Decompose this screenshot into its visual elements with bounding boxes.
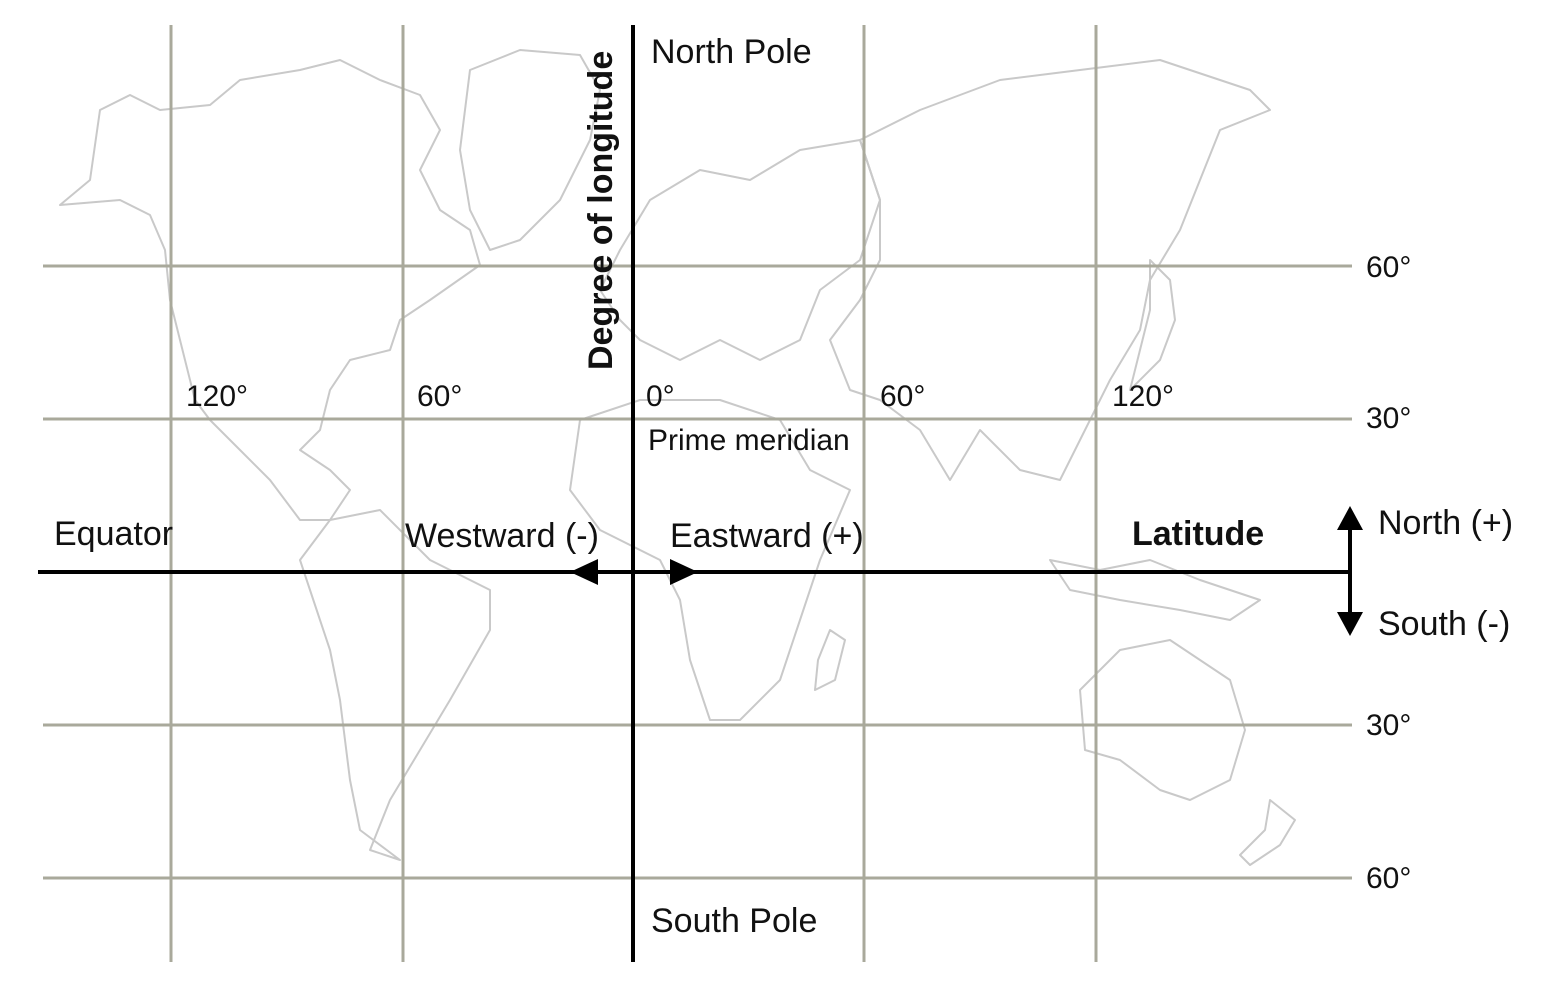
- graticule: [43, 25, 1352, 962]
- latitude-tick-label: 60°: [1366, 251, 1411, 284]
- north-pole-label: North Pole: [651, 33, 812, 71]
- latitude-tick-label: 30°: [1366, 402, 1411, 435]
- south-arrow-icon: [1337, 612, 1363, 636]
- westward-label: Westward (-): [405, 517, 599, 555]
- africa-outline: [569, 399, 851, 721]
- equator-label: Equator: [54, 515, 173, 553]
- westward-arrow-icon: [570, 559, 598, 585]
- japan-outline: [1129, 259, 1176, 391]
- north-arrow-icon: [1337, 506, 1363, 530]
- latitude-tick-label: 30°: [1366, 709, 1411, 742]
- degree-of-longitude-label: Degree of longitude: [582, 51, 620, 370]
- latitude-tick-label: 60°: [1366, 862, 1411, 895]
- prime-meridian-label: Prime meridian: [648, 424, 850, 457]
- south-america-outline: [299, 509, 491, 861]
- longitude-tick-label: 120°: [1112, 380, 1174, 413]
- north-positive-label: North (+): [1378, 504, 1513, 542]
- longitude-tick-label: 60°: [880, 380, 925, 413]
- latitude-label: Latitude: [1132, 515, 1264, 553]
- australia-outline: [1079, 639, 1246, 801]
- longitude-tick-label: 120°: [186, 380, 248, 413]
- south-pole-label: South Pole: [651, 902, 817, 940]
- longitude-tick-label: 60°: [417, 380, 462, 413]
- madagascar-outline: [814, 629, 846, 691]
- new-zealand-outline: [1239, 799, 1296, 866]
- south-negative-label: South (-): [1378, 605, 1510, 643]
- eastward-arrow-icon: [670, 559, 698, 585]
- north-america-outline: [59, 59, 481, 521]
- greenland-outline: [459, 49, 601, 251]
- europe-outline: [599, 139, 881, 361]
- longitude-tick-label: 0°: [646, 380, 675, 413]
- indonesia-outline: [1049, 559, 1261, 621]
- asia-outline: [829, 59, 1271, 481]
- continent-outlines: [59, 49, 1296, 866]
- eastward-label: Eastward (+): [670, 517, 864, 555]
